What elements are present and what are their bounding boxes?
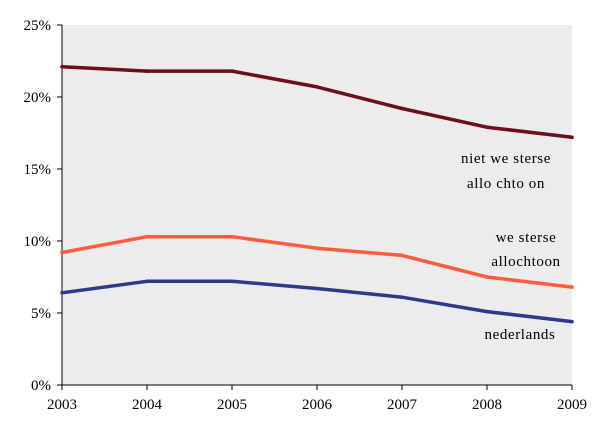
data-point-niet-westerse-allochtoon bbox=[145, 69, 149, 73]
series-label: allo chto on bbox=[467, 176, 545, 192]
x-tick-label: 2007 bbox=[387, 397, 418, 413]
data-point-niet-westerse-allochtoon bbox=[400, 106, 404, 111]
data-point-westerse-allochtoon bbox=[400, 253, 404, 258]
data-point-nederlands bbox=[230, 279, 234, 284]
y-tick-label: 20% bbox=[24, 90, 52, 106]
data-point-nederlands bbox=[570, 319, 574, 324]
x-tick-label: 2003 bbox=[47, 397, 77, 413]
y-tick-label: 0% bbox=[31, 378, 51, 394]
data-point-niet-westerse-allochtoon bbox=[570, 135, 574, 140]
data-point-westerse-allochtoon bbox=[570, 285, 574, 289]
x-tick-label: 2004 bbox=[132, 397, 163, 413]
data-point-niet-westerse-allochtoon bbox=[315, 85, 319, 89]
x-tick-label: 2005 bbox=[217, 397, 247, 413]
data-point-westerse-allochtoon bbox=[485, 275, 489, 279]
data-point-westerse-allochtoon bbox=[145, 234, 149, 239]
data-point-nederlands bbox=[315, 286, 319, 291]
data-point-westerse-allochtoon bbox=[230, 234, 234, 239]
series-label: nederlands bbox=[485, 327, 556, 343]
series-label: niet we sterse bbox=[461, 151, 551, 167]
x-tick-label: 2008 bbox=[472, 397, 502, 413]
data-point-nederlands bbox=[400, 295, 404, 299]
x-tick-label: 2006 bbox=[302, 397, 333, 413]
data-point-nederlands bbox=[60, 291, 64, 295]
data-point-westerse-allochtoon bbox=[315, 246, 319, 250]
x-tick-label: 2009 bbox=[557, 397, 587, 413]
y-tick-label: 25% bbox=[24, 18, 52, 34]
series-label: allochtoon bbox=[491, 254, 560, 270]
y-tick-label: 15% bbox=[24, 162, 52, 178]
data-point-nederlands bbox=[485, 309, 489, 314]
y-tick-label: 5% bbox=[31, 306, 51, 322]
data-point-nederlands bbox=[145, 279, 149, 284]
data-point-westerse-allochtoon bbox=[60, 250, 64, 255]
data-point-niet-westerse-allochtoon bbox=[60, 64, 64, 69]
data-point-niet-westerse-allochtoon bbox=[485, 125, 489, 130]
y-tick-label: 10% bbox=[24, 234, 52, 250]
data-point-niet-westerse-allochtoon bbox=[230, 69, 234, 73]
plot-area bbox=[62, 25, 572, 385]
series-label: we sterse bbox=[496, 230, 557, 246]
